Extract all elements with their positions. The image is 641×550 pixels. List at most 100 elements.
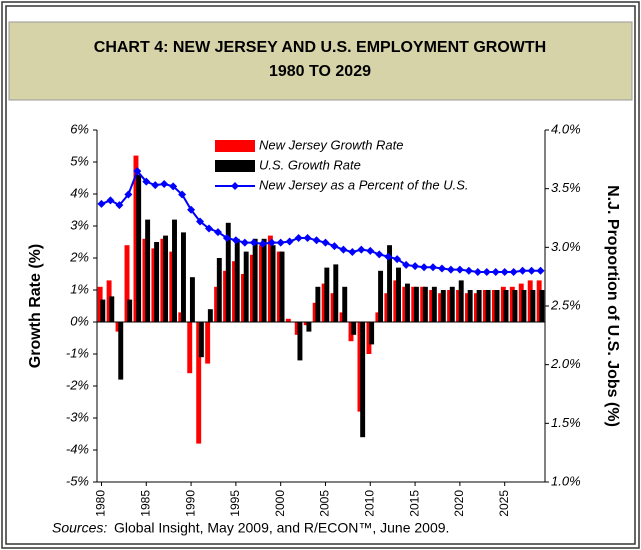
y-tick-label: -2%	[66, 377, 89, 392]
y-tick-label: -3%	[66, 409, 89, 424]
bar	[536, 280, 542, 322]
bar	[241, 274, 246, 322]
line-marker	[321, 238, 330, 247]
line-marker	[133, 167, 142, 176]
sources: Global Insight, May 2009, and R/ECON™, J…	[114, 520, 449, 536]
bar	[205, 322, 211, 364]
bar	[458, 280, 464, 322]
line-marker	[258, 239, 267, 248]
bar	[169, 251, 175, 322]
x-tick-label: 1990	[183, 490, 197, 517]
bar	[261, 238, 267, 322]
bar	[276, 251, 282, 322]
line-marker	[205, 224, 213, 233]
line-marker	[294, 233, 303, 242]
line-marker	[518, 266, 527, 275]
title-band	[8, 21, 633, 101]
bar	[518, 283, 524, 322]
line-marker	[169, 182, 178, 191]
line-marker	[366, 246, 375, 255]
bar	[348, 322, 354, 342]
bar	[447, 290, 453, 322]
line-marker	[402, 260, 411, 269]
line-marker	[491, 267, 500, 276]
bar	[333, 264, 339, 322]
bar	[378, 270, 384, 322]
y-tick-label: 5%	[70, 153, 89, 168]
chart-title: 1980 TO 2029	[269, 63, 371, 80]
bar	[234, 238, 240, 322]
y2-tick-label: 4.0%	[551, 121, 581, 136]
y2-tick-label: 1.5%	[551, 415, 581, 430]
bar	[512, 290, 518, 322]
bar	[357, 322, 363, 412]
bar	[366, 322, 372, 354]
bar	[339, 312, 345, 322]
bar	[485, 290, 491, 322]
y2-tick-label: 2.5%	[550, 297, 581, 312]
line-marker	[115, 201, 124, 210]
bar	[196, 322, 202, 444]
bar	[115, 322, 121, 332]
legend-label: New Jersey as a Percent of the U.S.	[259, 177, 469, 192]
bar	[539, 290, 545, 322]
bar	[396, 267, 401, 322]
bar	[252, 238, 258, 322]
bar	[178, 312, 184, 322]
y2-tick-label: 1.0%	[551, 473, 581, 488]
bar	[422, 286, 428, 322]
bar	[456, 290, 461, 322]
bar	[214, 286, 220, 322]
bar	[438, 293, 444, 322]
line-marker	[527, 266, 536, 275]
line-marker	[536, 266, 545, 275]
bar	[267, 235, 273, 322]
bar	[172, 219, 177, 322]
bar	[509, 286, 515, 322]
y2-tick-label: 3.5%	[551, 180, 581, 195]
y2-tick-label: 2.0%	[550, 356, 581, 371]
line-marker	[142, 177, 151, 186]
bar	[351, 322, 357, 335]
line-marker	[482, 267, 491, 276]
x-tick-label: 1995	[228, 490, 242, 517]
bar	[384, 293, 390, 322]
sources-label: Sources:	[52, 520, 107, 536]
bar	[225, 222, 231, 322]
x-tick-label: 1985	[138, 490, 152, 517]
bar	[402, 286, 408, 322]
bar	[232, 261, 237, 322]
bar	[393, 280, 399, 322]
bar	[530, 290, 536, 322]
bar	[285, 318, 291, 322]
line-marker	[106, 196, 115, 205]
bar	[360, 322, 366, 438]
y-tick-label: 3%	[70, 217, 89, 232]
bar	[500, 286, 506, 322]
bar	[411, 286, 417, 322]
y-tick-label: -4%	[66, 441, 89, 456]
line-marker	[500, 267, 509, 276]
line-marker	[339, 245, 348, 254]
bar	[243, 251, 249, 322]
bar	[476, 290, 482, 322]
line-marker	[420, 263, 429, 272]
bar	[527, 280, 533, 322]
line-marker	[437, 264, 446, 273]
bar	[216, 258, 222, 322]
line-marker	[384, 252, 393, 261]
bar	[136, 174, 142, 322]
line-marker	[303, 233, 312, 242]
bar	[297, 322, 303, 361]
bar	[181, 232, 186, 322]
bar	[321, 283, 327, 322]
line-marker	[429, 263, 437, 272]
x-tick-label: 1980	[94, 490, 108, 517]
legend-swatch	[231, 182, 239, 190]
bar	[258, 245, 264, 322]
line-marker	[213, 228, 222, 237]
bar	[375, 312, 381, 322]
line-marker	[276, 238, 285, 247]
bar	[491, 290, 497, 322]
